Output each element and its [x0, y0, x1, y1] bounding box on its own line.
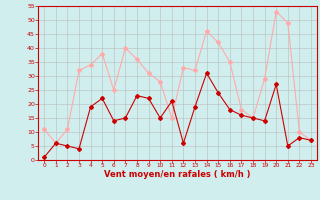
- X-axis label: Vent moyen/en rafales ( km/h ): Vent moyen/en rafales ( km/h ): [104, 170, 251, 179]
